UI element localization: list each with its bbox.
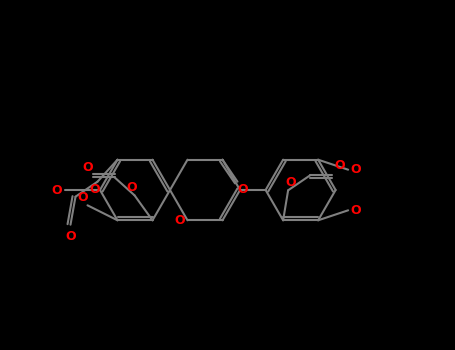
Text: O: O bbox=[174, 214, 185, 227]
Text: O: O bbox=[77, 191, 88, 204]
Text: O: O bbox=[351, 163, 361, 176]
Text: O: O bbox=[65, 230, 76, 243]
Text: O: O bbox=[82, 161, 93, 174]
Text: O: O bbox=[351, 204, 361, 217]
Text: O: O bbox=[286, 176, 297, 189]
Text: O: O bbox=[335, 159, 345, 172]
Text: O: O bbox=[126, 181, 137, 194]
Text: O: O bbox=[89, 183, 100, 196]
Text: O: O bbox=[237, 183, 248, 196]
Text: O: O bbox=[52, 183, 62, 196]
